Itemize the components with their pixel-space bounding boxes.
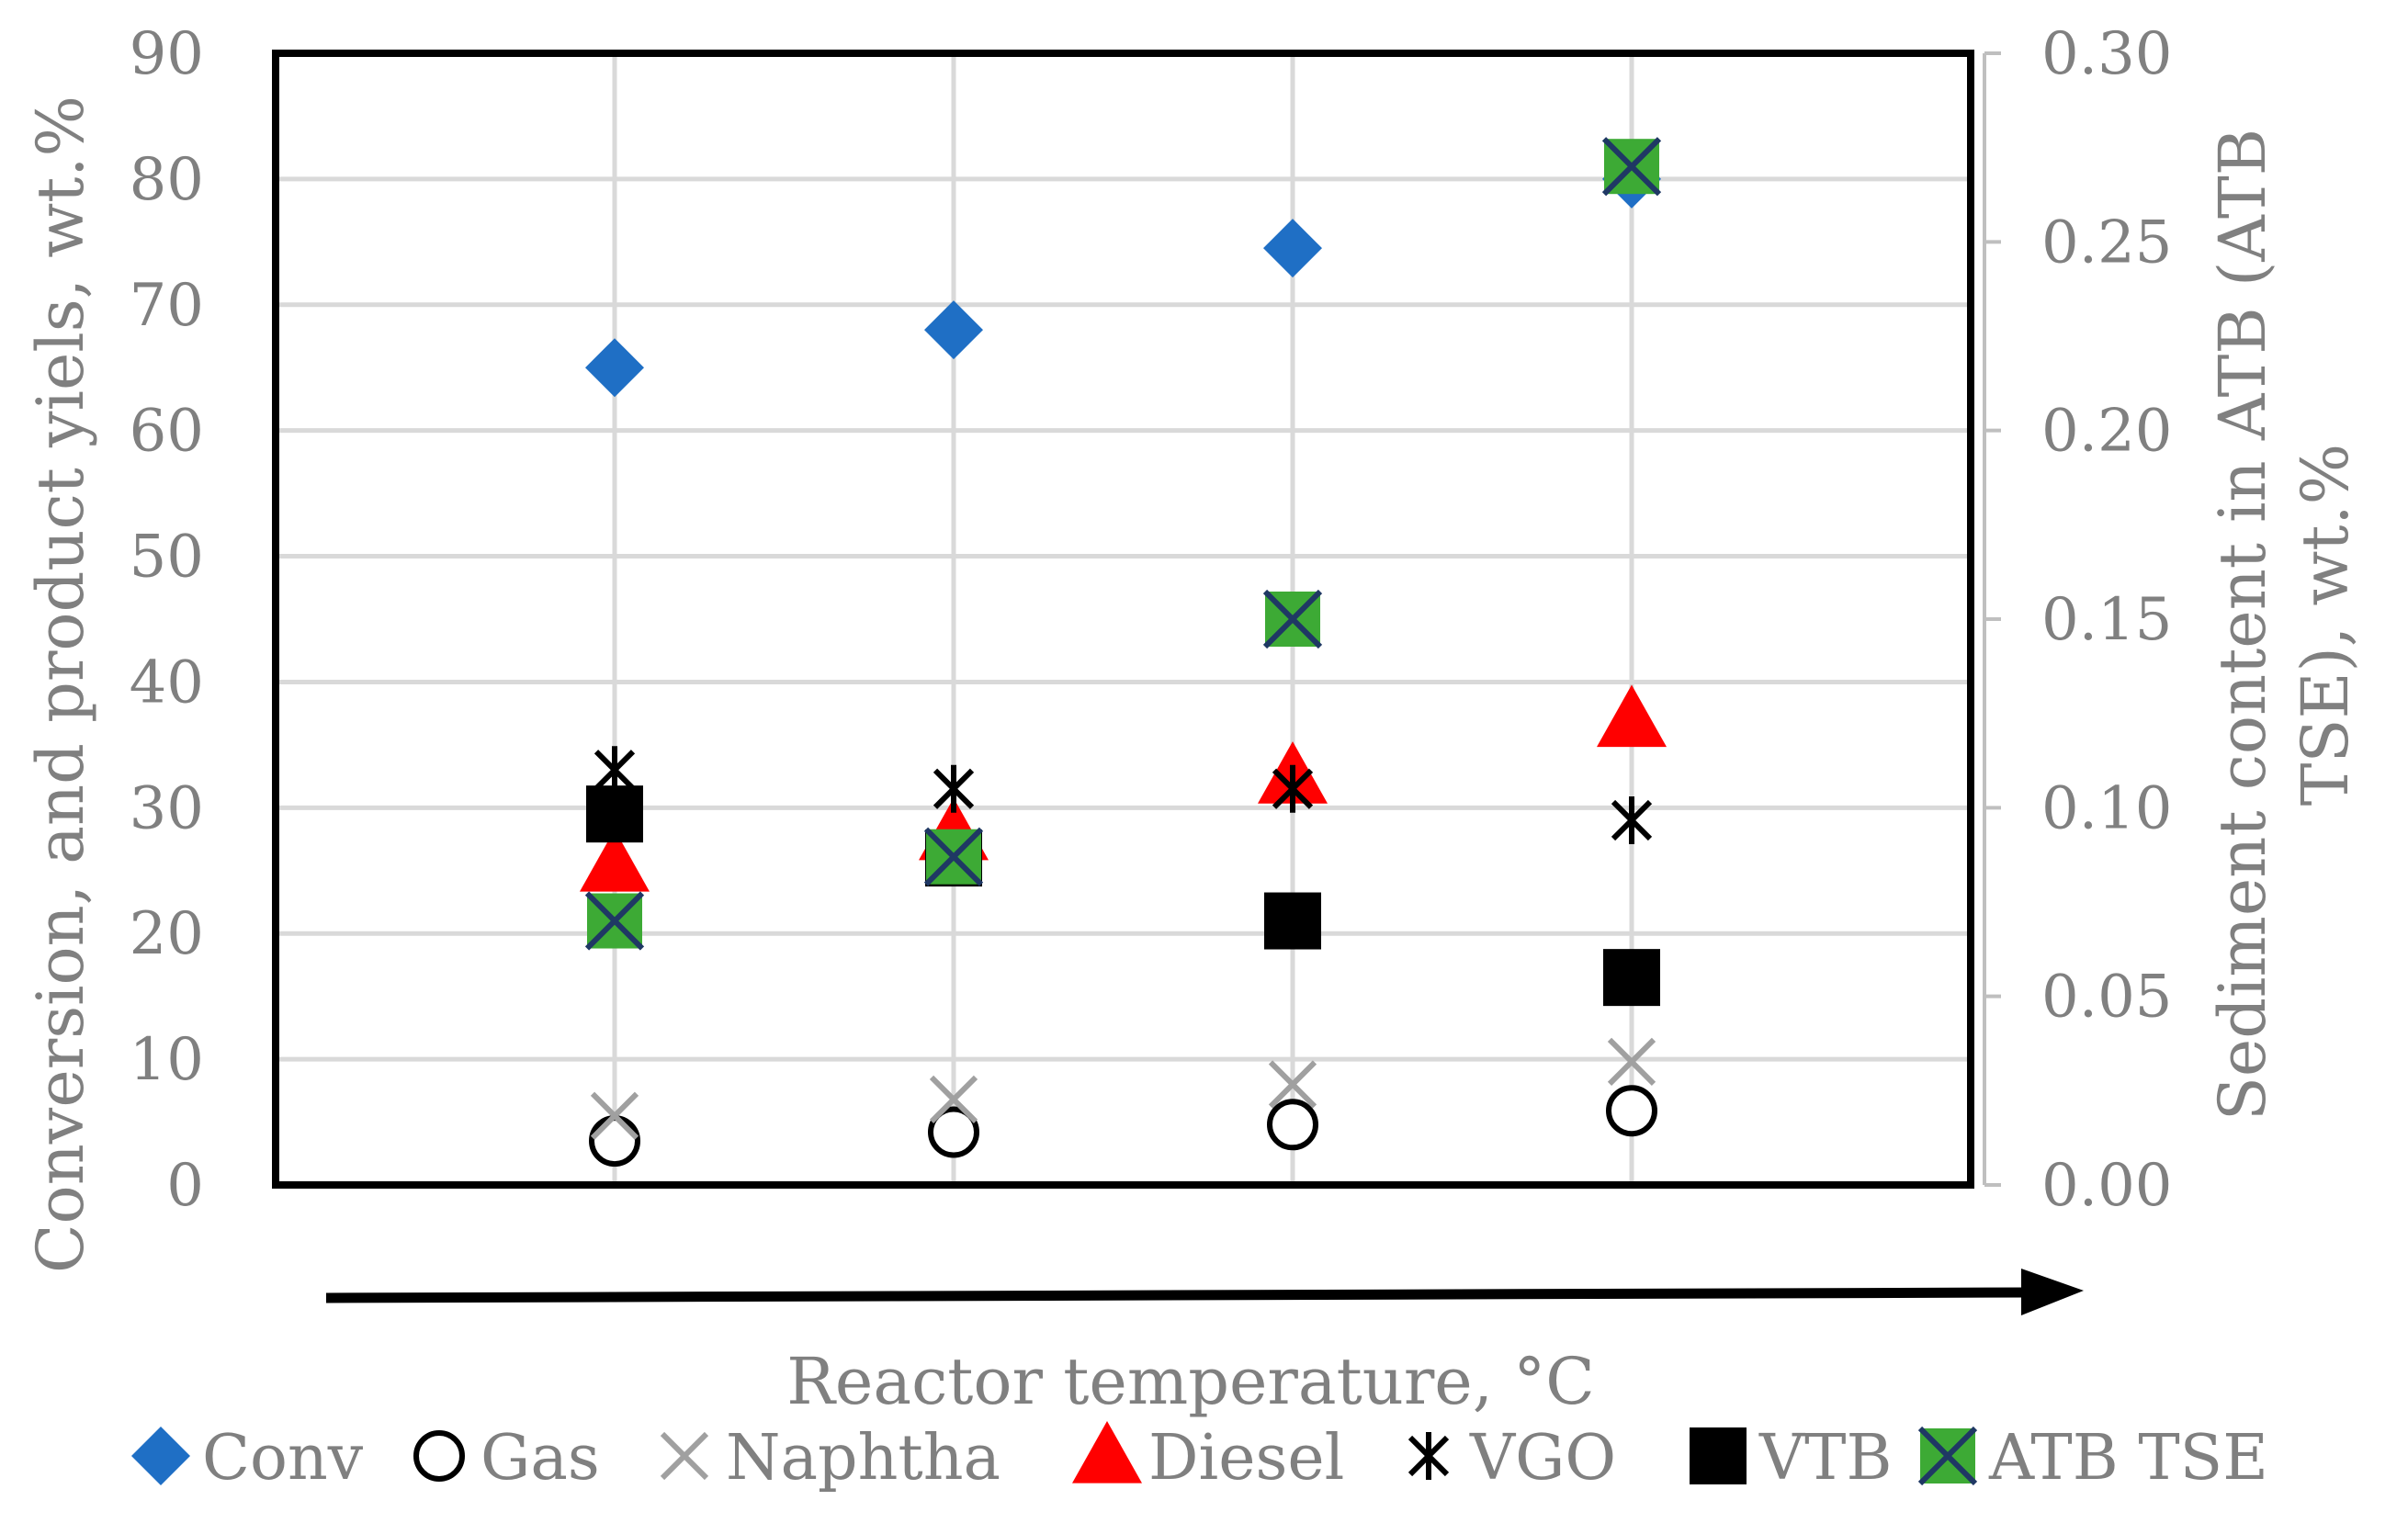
series-naphtha <box>590 1037 1656 1140</box>
data-point-vtb <box>1264 892 1321 950</box>
data-point-conv <box>924 300 983 360</box>
data-point-atb-tse <box>584 891 645 951</box>
y-tick-label: 30 <box>130 774 204 842</box>
data-point-naphtha <box>1607 1037 1656 1086</box>
y2-tick-label: 0.00 <box>2041 1152 2173 1220</box>
y-tick-label: 20 <box>130 900 204 968</box>
y-tick-label: 40 <box>130 649 204 716</box>
arrow-head <box>2021 1269 2084 1315</box>
legend-label: Conv <box>202 1422 364 1495</box>
legend-label: Gas <box>480 1422 600 1495</box>
data-marks <box>580 137 1667 1168</box>
data-point-naphtha <box>929 1075 978 1124</box>
y2-tick-label: 0.10 <box>2041 774 2173 842</box>
data-point-atb-tse <box>1262 589 1323 649</box>
legend-symbol <box>660 1431 709 1481</box>
data-point-diesel <box>580 829 650 892</box>
y2-tick-label: 0.20 <box>2041 398 2173 466</box>
legend: Conv Gas Naphtha Diesel VGO VTB ATB TSE <box>131 1421 2268 1495</box>
data-point-atb-tse <box>923 827 984 886</box>
data-point-gas <box>1606 1085 1657 1137</box>
data-point-gas <box>589 1115 640 1168</box>
legend-symbol <box>131 1427 190 1485</box>
series-gas <box>589 1085 1657 1168</box>
data-point-vtb <box>1603 949 1660 1007</box>
atb-tse-cross <box>923 827 984 886</box>
legend-item-naphtha: Naphtha <box>660 1422 1001 1495</box>
legend-item-vtb: VTB <box>1690 1422 1892 1495</box>
y-axis-title: Conversion, and product yiels, wt.% <box>23 96 98 1273</box>
series-vtb <box>586 785 1660 1007</box>
data-point-gas <box>1267 1099 1318 1151</box>
legend-item-conv: Conv <box>131 1422 364 1495</box>
y2-tick-label: 0.15 <box>2041 586 2173 654</box>
grid-lines <box>276 51 1971 1188</box>
legend-symbol <box>1690 1427 1747 1484</box>
y-tick-label: 80 <box>130 146 204 214</box>
data-point-atb-tse <box>1601 137 1662 197</box>
series-diesel <box>580 684 1667 892</box>
data-point-diesel <box>1597 684 1667 748</box>
secondary-y-axis <box>1983 51 2001 1187</box>
y-tick-label: 60 <box>130 398 204 466</box>
y2-axis-title-line1: Sediment content in ATB (ATB <box>2205 129 2280 1121</box>
series-vgo <box>594 746 1653 845</box>
temperature-arrow <box>325 1269 2084 1315</box>
series-conv <box>585 149 1661 398</box>
y-tick-label: 50 <box>130 524 204 592</box>
y-tick-label: 90 <box>130 20 204 88</box>
legend-label: Naphtha <box>726 1422 1001 1495</box>
y2-tick-label: 0.25 <box>2041 209 2173 276</box>
legend-label: Diesel <box>1148 1422 1344 1495</box>
legend-label: VGO <box>1469 1422 1616 1495</box>
y2-axis-ticks: 0.00 0.05 0.10 0.15 0.20 0.25 0.30 <box>2041 20 2173 1220</box>
arrow-shaft <box>325 1287 2031 1303</box>
legend-item-diesel: Diesel <box>1072 1421 1344 1495</box>
data-point-conv <box>1263 219 1322 278</box>
data-point-naphtha <box>590 1091 639 1140</box>
y-tick-label: 70 <box>130 272 204 340</box>
legend-symbol <box>1407 1432 1450 1480</box>
plot-area-frame <box>272 50 1974 1189</box>
y2-axis-title-line2: TSE), wt.% <box>2288 444 2363 806</box>
y2-tick-label: 0.30 <box>2041 20 2173 88</box>
atb-tse-cross <box>584 891 645 951</box>
legend-item-gas: Gas <box>413 1422 600 1495</box>
legend-symbol <box>413 1430 465 1482</box>
legend-item-vgo: VGO <box>1407 1422 1616 1495</box>
data-point-vtb <box>586 785 643 843</box>
series-atb-tse <box>584 137 1662 951</box>
legend-label: VTB <box>1758 1422 1892 1495</box>
legend-symbol <box>1072 1421 1142 1484</box>
legend-label: ATB TSE <box>1988 1422 2268 1495</box>
atb-tse-cross <box>1601 137 1662 197</box>
data-point-conv <box>585 338 644 398</box>
data-point-vgo <box>1272 764 1314 813</box>
y2-tick-label: 0.05 <box>2041 964 2173 1032</box>
y-axis-ticks: 0 10 20 30 40 50 60 70 80 90 <box>130 20 204 1220</box>
data-point-vgo <box>1611 796 1653 845</box>
x-axis-title: Reactor temperature, °C <box>786 1344 1595 1419</box>
atb-tse-cross <box>1262 589 1323 649</box>
legend-symbol <box>1917 1426 1978 1486</box>
y-tick-label: 0 <box>166 1152 204 1220</box>
data-point-vgo <box>933 764 975 813</box>
y-tick-label: 10 <box>130 1026 204 1094</box>
legend-item-atb-tse: ATB TSE <box>1917 1422 2268 1495</box>
data-point-naphtha <box>1268 1060 1317 1109</box>
data-point-gas <box>928 1106 979 1158</box>
atb-tse-cross <box>1917 1426 1978 1486</box>
